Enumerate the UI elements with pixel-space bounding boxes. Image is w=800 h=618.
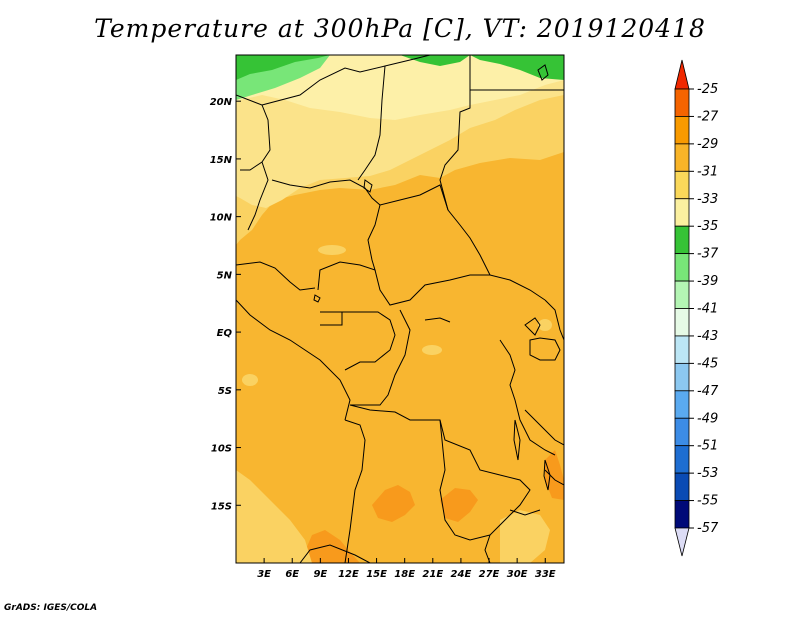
colorbar-cell-17 [674, 527, 690, 557]
field-patch-warm-3 [300, 530, 360, 563]
colorbar-label-15: -55 [697, 494, 718, 509]
colorbar-cell-15 [674, 472, 690, 501]
lon-tick-label-2: 9E [313, 569, 327, 580]
colorbar-label-8: -41 [697, 302, 718, 317]
field-patch-light-2 [422, 345, 442, 355]
colorbar-cell-1 [674, 88, 690, 117]
field-band-sw [236, 470, 312, 563]
field-patch-warm-4 [545, 450, 564, 500]
colorbar-cell-9 [674, 308, 690, 337]
lat-tick-label-5: 5S [218, 386, 232, 397]
lon-tick-label-10: 33E [535, 569, 556, 580]
colorbar-cell-12 [674, 390, 690, 419]
lat-axis: 20N 15N 10N 5N EQ 5S 10S 15S [210, 97, 241, 512]
colorbar-label-0: -25 [697, 82, 718, 97]
colorbar: -25 -27 -29 -31 -33 -35 -37 -39 -41 -43 -45 -47 -49 -… [674, 59, 719, 557]
colorbar-label-5: -35 [697, 219, 718, 234]
colorbar-cell-13 [674, 417, 690, 447]
colorbar-label-3: -31 [697, 164, 718, 179]
lon-tick-label-1: 6E [285, 569, 299, 580]
colorbar-cell-4 [674, 170, 690, 200]
colorbar-cell-10 [674, 335, 690, 364]
colorbar-cell-16 [674, 500, 690, 529]
colorbar-cell-6 [674, 225, 690, 255]
colorbar-label-11: -47 [697, 384, 719, 399]
colorbar-label-10: -45 [697, 356, 718, 371]
colorbar-label-6: -37 [697, 247, 719, 262]
colorbar-label-14: -53 [697, 466, 718, 481]
lon-tick-label-8: 27E [479, 569, 500, 580]
colorbar-cell-5 [674, 198, 690, 227]
colorbar-label-13: -51 [697, 439, 718, 454]
lon-tick-label-4: 15E [366, 569, 387, 580]
lon-tick-label-3: 12E [338, 569, 359, 580]
lat-tick-label-0: 20N [210, 97, 233, 108]
colorbar-label-2: -29 [697, 137, 718, 152]
colorbar-cell-14 [674, 445, 690, 474]
colorbar-cell-2 [674, 116, 690, 145]
lat-tick-label-7: 15S [211, 501, 232, 512]
lon-axis: 3E 6E 9E 12E 15E 18E 21E 24E 27E 30E 33E [257, 558, 556, 580]
field-patch-light-4 [538, 319, 552, 331]
colorbar-cell-0 [674, 59, 690, 90]
lat-tick-label-1: 15N [210, 155, 233, 166]
lon-tick-label-9: 30E [507, 569, 528, 580]
colorbar-label-7: -39 [697, 274, 718, 289]
colorbar-label-9: -43 [697, 329, 718, 344]
lat-tick-label-2: 10N [210, 213, 233, 224]
field-patch-warm-2 [440, 488, 478, 522]
colorbar-label-4: -33 [697, 192, 718, 207]
temperature-field [236, 55, 564, 563]
colorbar-cell-11 [674, 362, 690, 392]
colorbar-label-12: -49 [697, 411, 718, 426]
lon-tick-label-5: 18E [394, 569, 415, 580]
lat-tick-label-6: 10S [211, 444, 232, 455]
credit-label: GrADS: IGES/COLA [4, 603, 98, 613]
map-frame [235, 54, 565, 564]
colorbar-cell-7 [674, 253, 690, 282]
lakes [313, 64, 551, 491]
field-band-lighter [236, 55, 564, 120]
country-borders [236, 55, 564, 563]
colorbar-cell-3 [674, 143, 690, 172]
field-patch-light-3 [242, 374, 258, 386]
colorbar-cell-8 [674, 280, 690, 309]
field-patch-warm-1 [372, 485, 415, 522]
field-band-se [500, 510, 550, 563]
colorbar-label-16: -57 [697, 521, 719, 536]
lon-tick-label-6: 21E [422, 569, 443, 580]
field-band-39-37 [236, 55, 470, 80]
lon-tick-label-0: 3E [257, 569, 271, 580]
field-band-39-37-east [470, 55, 564, 80]
lon-tick-label-7: 24E [451, 569, 472, 580]
lat-tick-label-3: 5N [217, 270, 233, 281]
chart-title: Temperature at 300hPa [C], VT: 201912041… [94, 14, 706, 43]
field-patch-light-1 [318, 245, 346, 255]
colorbar-label-1: -27 [697, 109, 719, 124]
lat-tick-label-4: EQ [217, 328, 233, 339]
